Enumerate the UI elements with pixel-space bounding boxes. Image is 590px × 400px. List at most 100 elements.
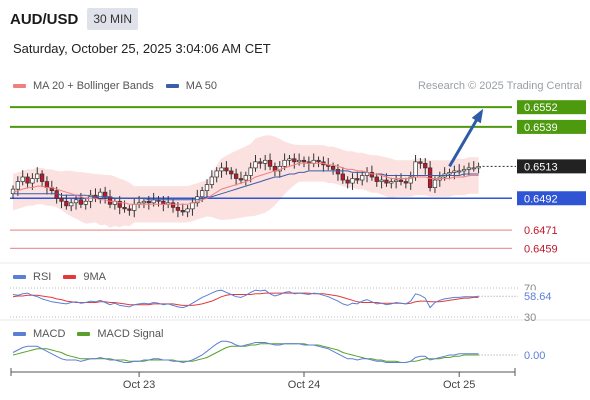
rsi-ref-label: 30 (524, 312, 536, 324)
candle (461, 169, 467, 172)
candle (282, 159, 287, 167)
rsi-legend: RSI 9MA (13, 271, 118, 283)
candle (350, 178, 355, 184)
candle (452, 170, 457, 173)
legend-rsi: RSI (13, 271, 51, 283)
candle (263, 159, 268, 164)
candle (267, 159, 273, 167)
price-legend: MA 20 + Bollinger Bands MA 50 (13, 80, 229, 92)
rsi-line (12, 289, 479, 309)
candle (301, 159, 307, 163)
macd-signal-line (12, 343, 479, 363)
candle (233, 173, 239, 179)
candle (214, 170, 219, 178)
rsi-current-label: 58.64 (524, 291, 552, 303)
candle (408, 176, 413, 184)
legend-ma20: MA 20 + Bollinger Bands (13, 80, 154, 92)
candle (224, 167, 229, 172)
candle (83, 200, 88, 205)
candle (64, 200, 69, 207)
candle (78, 199, 84, 205)
ma20-swatch (13, 84, 26, 88)
candle (297, 159, 302, 163)
interval-badge[interactable]: 30 MIN (87, 8, 139, 30)
last-price-label: 0.6513 (524, 161, 558, 173)
candle (200, 190, 205, 198)
legend-macd: MACD (13, 328, 65, 340)
candle (389, 181, 394, 184)
candle (258, 161, 263, 164)
candle (209, 176, 215, 185)
candle (394, 179, 399, 182)
candle (141, 200, 147, 204)
symbol-title: AUD/USD (10, 10, 79, 28)
candle (185, 208, 190, 213)
candle (360, 175, 365, 181)
legend-ma50-label: MA 50 (185, 80, 217, 92)
candle (340, 173, 345, 181)
level-label-0.6459: 0.6459 (524, 243, 558, 255)
candle (345, 179, 350, 184)
ma50-line (13, 170, 479, 201)
datetime-label: Saturday, October 25, 2025 3:04:06 AM CE… (13, 41, 271, 56)
ma20-line (12, 162, 479, 205)
macd-signal-swatch (77, 332, 91, 336)
candle (292, 158, 297, 163)
macd-line (12, 340, 479, 364)
candle (146, 200, 151, 204)
candle (30, 178, 35, 184)
candle (447, 172, 452, 175)
candle (432, 179, 438, 188)
legend-macd-label: MACD (33, 328, 66, 340)
candle (170, 202, 176, 208)
macd-swatch (13, 332, 26, 336)
level-label-0.6539: 0.6539 (524, 122, 558, 134)
candle (219, 167, 224, 172)
legend-rsi-ma: 9MA (63, 271, 106, 283)
candle (127, 208, 132, 211)
candle (102, 191, 108, 198)
rsi-swatch (13, 275, 26, 279)
candle (238, 178, 244, 181)
candle (379, 179, 384, 182)
candle (122, 207, 127, 210)
candle (330, 166, 336, 170)
candle (73, 199, 79, 204)
candle (466, 167, 472, 170)
candle (204, 184, 210, 192)
candle (413, 161, 418, 178)
candle (287, 158, 292, 161)
candle (403, 181, 408, 184)
candle (398, 179, 404, 182)
candle (59, 197, 64, 202)
last-price-tag (517, 159, 586, 174)
candle (25, 176, 30, 184)
candle (423, 162, 428, 169)
legend-macd-signal-label: MACD Signal (97, 328, 164, 340)
candle (190, 202, 195, 210)
candle (471, 167, 476, 170)
legend-ma20-label: MA 20 + Bollinger Bands (33, 80, 154, 92)
candle (229, 170, 234, 175)
ma50-swatch (165, 84, 179, 88)
rsi-current-bg (521, 290, 555, 303)
candle (15, 181, 20, 190)
candle (335, 169, 341, 175)
level-label-0.6552: 0.6552 (524, 102, 558, 114)
candle (248, 167, 253, 176)
candle (476, 166, 481, 169)
candle (175, 207, 181, 211)
level-label-0.6492: 0.6492 (524, 193, 558, 205)
candle (132, 203, 137, 211)
legend-macd-signal: MACD Signal (77, 328, 163, 340)
candle (355, 178, 360, 181)
candle (457, 170, 462, 173)
level-tag-0.6492 (517, 191, 586, 206)
candle (316, 159, 321, 163)
candle (180, 210, 185, 213)
legend-rsi-label: RSI (33, 271, 52, 283)
level-tag-0.6552 (517, 100, 586, 115)
chart-header: AUD/USD 30 MIN (10, 8, 139, 30)
